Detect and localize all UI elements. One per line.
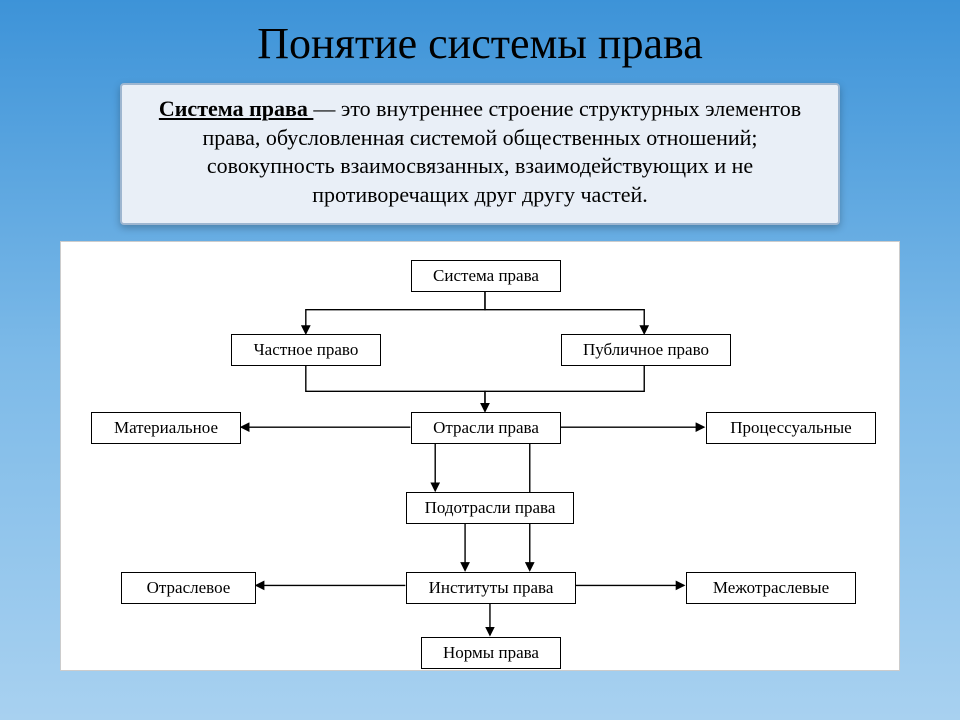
definition-box: Система права — это внутреннее строение … bbox=[120, 83, 840, 225]
flowchart-edge bbox=[485, 290, 644, 334]
flowchart-node-pod: Подотрасли права bbox=[406, 492, 574, 524]
flowchart-node-norm: Нормы права bbox=[421, 637, 561, 669]
flowchart-node-otr: Отрасли права bbox=[411, 412, 561, 444]
flowchart-node-inst: Институты права bbox=[406, 572, 576, 604]
flowchart-node-sys: Система права bbox=[411, 260, 561, 292]
flowchart-canvas: Система права Частное право Публичное прав… bbox=[60, 241, 900, 671]
definition-term: Система права bbox=[159, 96, 314, 121]
definition-dash: — bbox=[313, 96, 341, 121]
flowchart-node-mezh: Межотраслевые bbox=[686, 572, 856, 604]
flowchart-node-proc: Процессуальные bbox=[706, 412, 876, 444]
flowchart-connectors bbox=[61, 242, 899, 670]
flowchart-edge bbox=[306, 290, 485, 334]
flowchart-edge bbox=[306, 364, 485, 412]
slide-root: Понятие системы права Система права — эт… bbox=[0, 0, 960, 720]
flowchart-node-pub: Публичное право bbox=[561, 334, 731, 366]
page-title: Понятие системы права bbox=[0, 0, 960, 69]
flowchart-node-mat: Материальное bbox=[91, 412, 241, 444]
flowchart-node-priv: Частное право bbox=[231, 334, 381, 366]
flowchart-edge bbox=[485, 364, 644, 412]
flowchart-node-otrl: Отраслевое bbox=[121, 572, 256, 604]
